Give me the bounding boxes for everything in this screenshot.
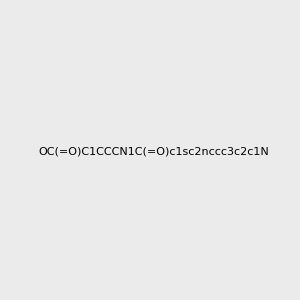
Text: OC(=O)C1CCCN1C(=O)c1sc2nccc3c2c1N: OC(=O)C1CCCN1C(=O)c1sc2nccc3c2c1N (38, 146, 269, 157)
